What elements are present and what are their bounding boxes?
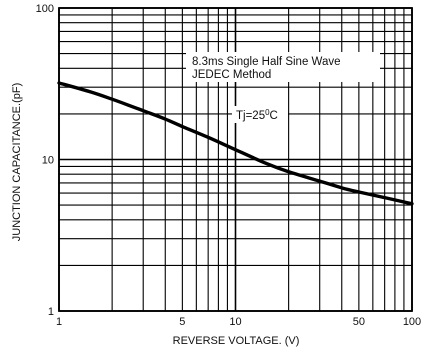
annotation-tj-unit: C [270, 110, 278, 122]
annotation-tj-main: Tj=25 [236, 110, 265, 122]
x-tick-label: 100 [403, 316, 421, 328]
x-tick-label: 10 [229, 316, 241, 328]
y-tick-label: 1 [48, 306, 54, 318]
y-tick-label: 100 [36, 3, 54, 15]
y-tick-label: 10 [42, 155, 54, 167]
annotation-sine-wave: 8.3ms Single Half Sine Wave [192, 56, 341, 68]
x-tick-label: 5 [179, 316, 185, 328]
y-axis-label: JUNCTION CAPACITANCE.(pF) [11, 83, 23, 242]
x-tick-label: 1 [56, 316, 62, 328]
x-axis-label: REVERSE VOLTAGE. (V) [173, 335, 300, 347]
tick-layer: 1 5 10 50 100 1 10 100 [36, 3, 422, 328]
annotation-tj: Tj=250C [236, 108, 278, 122]
x-tick-label: 50 [353, 316, 365, 328]
annotation-jedec: JEDEC Method [192, 69, 271, 81]
